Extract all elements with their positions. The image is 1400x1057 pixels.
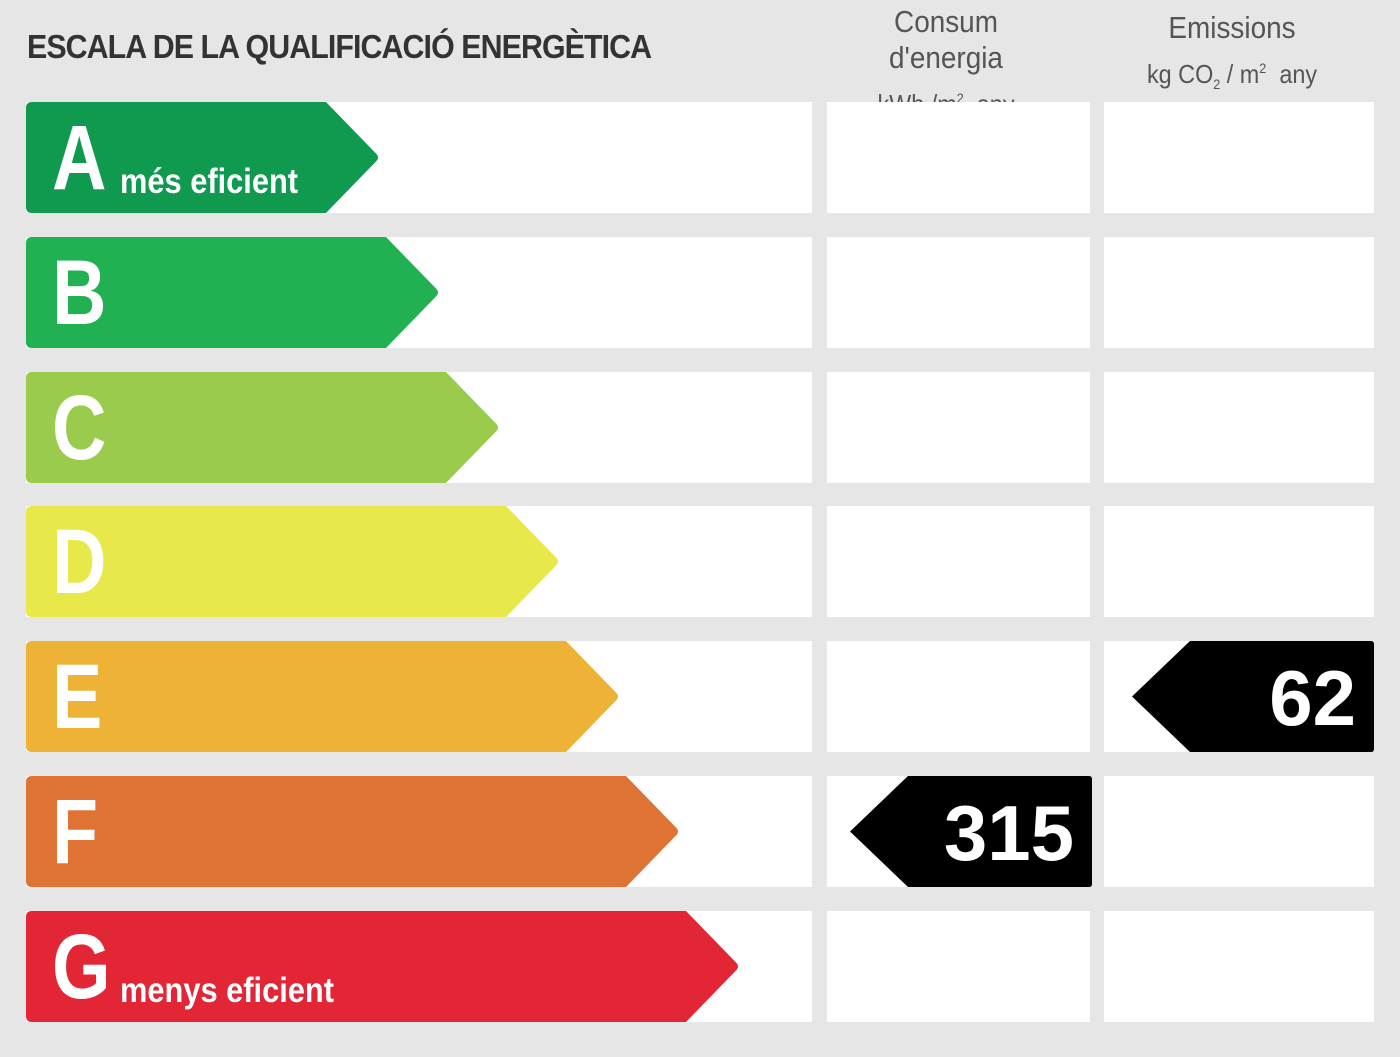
band-row-f: F 315 bbox=[0, 776, 1400, 887]
band-letter: C bbox=[52, 376, 107, 479]
band-arrow-shape bbox=[26, 910, 738, 1022]
band-arrow-shape bbox=[26, 641, 618, 753]
consumption-cell bbox=[827, 371, 1090, 483]
band-label: menys eficient bbox=[120, 970, 334, 1010]
band-arrow-c bbox=[26, 371, 498, 483]
emissions-title: Emissions bbox=[1168, 10, 1296, 45]
emissions-cell bbox=[1104, 776, 1374, 887]
consumption-cell bbox=[827, 910, 1090, 1022]
band-label: més eficient bbox=[120, 162, 299, 201]
emissions-unit: kg CO2 / m2 any bbox=[1146, 59, 1318, 92]
marker-arrow-shape bbox=[850, 776, 1092, 887]
emissions-rating-marker: 62 bbox=[1132, 641, 1374, 753]
consumption-title: Consum d'energia bbox=[889, 4, 1003, 75]
emissions-cell bbox=[1104, 236, 1374, 348]
band-arrow-e bbox=[26, 641, 618, 753]
band-row-c: C bbox=[0, 371, 1400, 483]
emissions-cell bbox=[1104, 910, 1374, 1022]
band-row-b: B bbox=[0, 236, 1400, 348]
emissions-cell bbox=[1104, 102, 1374, 213]
consumption-cell bbox=[827, 506, 1090, 618]
band-arrow-shape bbox=[26, 102, 378, 213]
consumption-cell bbox=[827, 641, 1090, 753]
band-letter: E bbox=[52, 646, 103, 749]
marker-arrow-shape bbox=[1132, 641, 1374, 753]
band-arrow-f bbox=[26, 776, 678, 887]
consumption-value: 315 bbox=[943, 789, 1074, 877]
band-letter: F bbox=[52, 781, 99, 883]
band-arrow-g bbox=[26, 910, 738, 1022]
emissions-column-header: Emissions kg CO2 / m2 any bbox=[1117, 10, 1347, 106]
band-arrow-a bbox=[26, 102, 378, 213]
band-arrow-b bbox=[26, 236, 438, 348]
consumption-cell bbox=[827, 102, 1090, 213]
band-arrow-shape bbox=[26, 776, 678, 887]
band-arrow-d bbox=[26, 506, 558, 618]
band-row-d: D bbox=[0, 506, 1400, 618]
consumption-cell bbox=[827, 236, 1090, 348]
band-row-e: E 62 bbox=[0, 641, 1400, 753]
emissions-cell bbox=[1104, 506, 1374, 618]
band-arrow-shape bbox=[26, 236, 438, 348]
band-letter: B bbox=[52, 241, 107, 344]
band-letter: A bbox=[52, 107, 107, 209]
band-letter: G bbox=[52, 915, 111, 1018]
band-arrow-shape bbox=[26, 506, 558, 618]
consumption-rating-marker: 315 bbox=[850, 776, 1092, 887]
page-title: ESCALA DE LA QUALIFICACIÓ ENERGÈTICA bbox=[27, 28, 652, 65]
band-arrow-shape bbox=[26, 371, 498, 483]
emissions-value: 62 bbox=[1269, 654, 1356, 743]
band-letter: D bbox=[52, 511, 107, 614]
emissions-cell bbox=[1104, 371, 1374, 483]
